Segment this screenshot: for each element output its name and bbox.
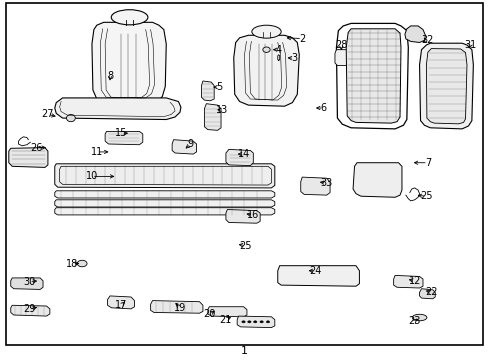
Text: 18: 18 [66, 258, 79, 269]
PathPatch shape [207, 307, 246, 317]
PathPatch shape [346, 29, 400, 123]
Text: 24: 24 [308, 266, 321, 276]
Text: 22: 22 [424, 287, 437, 297]
PathPatch shape [11, 305, 50, 316]
Text: 14: 14 [238, 149, 250, 159]
Ellipse shape [265, 321, 269, 323]
Ellipse shape [260, 321, 263, 323]
PathPatch shape [300, 177, 329, 195]
PathPatch shape [419, 43, 472, 129]
PathPatch shape [393, 275, 422, 288]
Text: 13: 13 [216, 105, 228, 115]
Text: 26: 26 [30, 143, 43, 153]
Ellipse shape [77, 260, 87, 267]
Ellipse shape [263, 47, 270, 52]
PathPatch shape [92, 22, 166, 104]
Text: 33: 33 [320, 178, 332, 188]
PathPatch shape [201, 81, 214, 101]
Text: 27: 27 [41, 109, 54, 120]
Text: 2: 2 [299, 33, 305, 44]
Text: 12: 12 [407, 276, 420, 286]
PathPatch shape [204, 104, 221, 130]
Text: 15: 15 [115, 128, 127, 138]
Text: 8: 8 [107, 71, 113, 81]
Text: 31: 31 [463, 40, 476, 50]
Ellipse shape [247, 321, 251, 323]
PathPatch shape [277, 266, 359, 286]
PathPatch shape [336, 23, 407, 129]
Text: 23: 23 [407, 316, 420, 326]
PathPatch shape [334, 50, 350, 66]
PathPatch shape [105, 131, 142, 145]
Text: 30: 30 [23, 276, 36, 287]
Text: 9: 9 [187, 139, 193, 149]
PathPatch shape [9, 148, 48, 167]
PathPatch shape [11, 278, 43, 289]
PathPatch shape [237, 316, 274, 328]
PathPatch shape [426, 49, 466, 124]
PathPatch shape [107, 296, 134, 309]
PathPatch shape [150, 301, 203, 313]
Text: 11: 11 [90, 147, 103, 157]
PathPatch shape [225, 210, 260, 223]
Text: 6: 6 [320, 103, 326, 113]
PathPatch shape [172, 140, 196, 154]
Text: 20: 20 [203, 309, 215, 319]
PathPatch shape [225, 149, 253, 166]
PathPatch shape [55, 164, 274, 188]
Ellipse shape [66, 114, 75, 122]
Text: 29: 29 [23, 304, 36, 314]
Text: 3: 3 [291, 53, 297, 63]
Ellipse shape [111, 10, 147, 25]
Text: 28: 28 [334, 40, 347, 50]
PathPatch shape [55, 208, 274, 215]
Text: 10: 10 [85, 171, 98, 181]
PathPatch shape [55, 191, 274, 198]
Ellipse shape [251, 25, 281, 38]
Ellipse shape [253, 321, 257, 323]
PathPatch shape [55, 98, 181, 120]
Text: 7: 7 [424, 158, 430, 168]
Ellipse shape [241, 321, 244, 323]
Text: 16: 16 [246, 210, 259, 220]
PathPatch shape [233, 35, 299, 106]
Text: 5: 5 [216, 82, 222, 92]
Text: 21: 21 [219, 315, 232, 325]
Text: 25: 25 [239, 240, 251, 251]
PathPatch shape [55, 200, 274, 207]
PathPatch shape [352, 163, 401, 197]
Text: 25: 25 [419, 191, 432, 201]
Ellipse shape [411, 314, 426, 321]
Text: 1: 1 [241, 346, 247, 356]
Text: 17: 17 [115, 300, 127, 310]
Text: 32: 32 [421, 35, 433, 45]
Text: 19: 19 [173, 303, 186, 313]
Text: 4: 4 [275, 45, 281, 55]
PathPatch shape [419, 289, 434, 299]
PathPatch shape [404, 26, 425, 42]
